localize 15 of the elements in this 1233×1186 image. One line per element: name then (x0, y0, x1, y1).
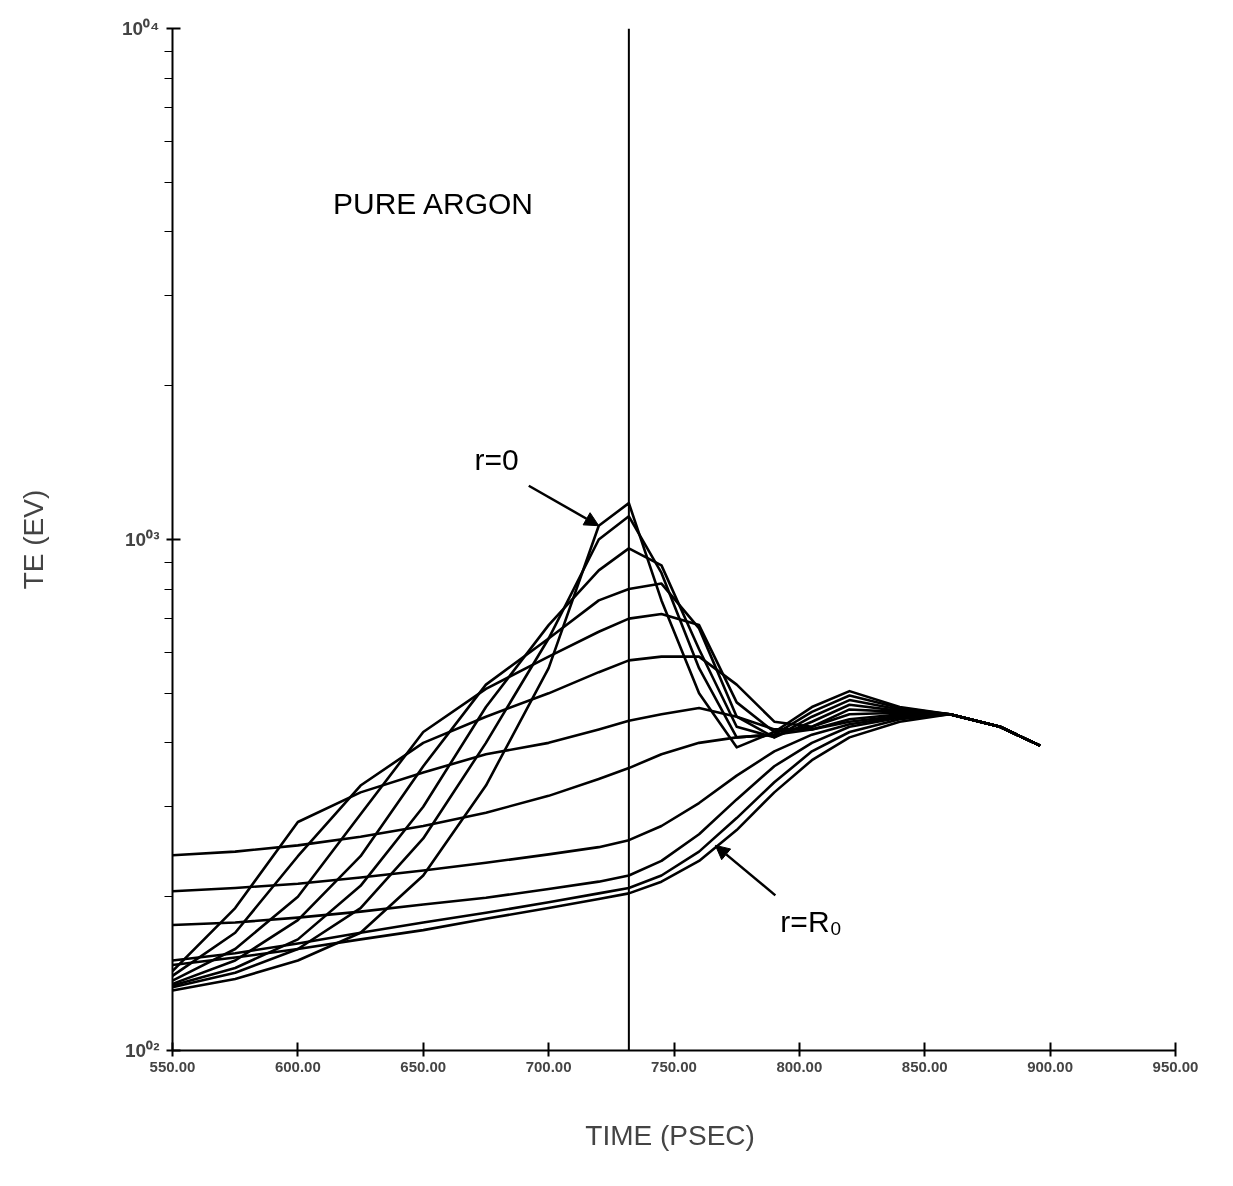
x-tick-label: 750.00 (651, 1057, 697, 1075)
x-tick-label: 850.00 (901, 1057, 948, 1075)
x-tick-label: 900.00 (1027, 1057, 1074, 1075)
y-axis-title: TE (EV) (17, 489, 49, 590)
annotation: r=R₀ (780, 905, 843, 939)
annotation: r=0 (474, 442, 519, 476)
annotation: PURE ARGON (332, 187, 534, 220)
x-axis-title: TIME (PSEC) (585, 1119, 755, 1151)
x-tick-label: 650.00 (400, 1057, 447, 1075)
x-tick-label: 700.00 (525, 1057, 572, 1075)
x-tick-label: 950.00 (1152, 1057, 1199, 1075)
x-tick-label: 800.00 (776, 1057, 823, 1075)
x-tick-label: 600.00 (274, 1057, 321, 1075)
y-tick-label: 10⁰³ (125, 529, 160, 550)
y-tick-label: 10⁰⁴ (121, 18, 160, 39)
